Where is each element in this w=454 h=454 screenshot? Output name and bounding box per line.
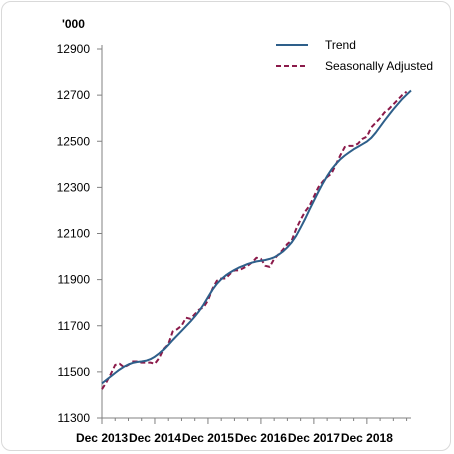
y-tick-label: 11700 <box>58 319 91 333</box>
x-tick-label: Dec 2015 <box>182 431 234 445</box>
series-layer <box>101 89 412 390</box>
y-tick-label: 11300 <box>58 411 91 425</box>
y-tick-label: 11900 <box>58 273 91 287</box>
x-tick-label: Dec 2013 <box>76 431 128 445</box>
y-tick-label: 12700 <box>57 88 91 102</box>
x-tick-label: Dec 2017 <box>288 431 340 445</box>
y-tick-label: 12300 <box>57 180 91 194</box>
y-tick-label: 11500 <box>58 365 91 379</box>
y-tick-label: 12500 <box>57 134 91 148</box>
y-tick-label: 12900 <box>57 42 91 56</box>
x-tick-label: Dec 2014 <box>129 431 181 445</box>
trend-series-line <box>101 89 412 385</box>
legend-label: Seasonally Adjusted <box>325 59 433 73</box>
x-tick-label: Dec 2016 <box>235 431 287 445</box>
y-unit-label: '000 <box>62 17 85 31</box>
axes: 11300 11500 11700 11900 12100 12300 12500 12700… <box>57 42 411 445</box>
legend: Trend Seasonally Adjusted <box>276 38 433 73</box>
seasonally-adjusted-series-line <box>101 90 408 390</box>
x-tick-label: Dec 2018 <box>341 431 393 445</box>
y-tick-label: 12100 <box>57 227 91 241</box>
legend-label: Trend <box>325 38 356 52</box>
